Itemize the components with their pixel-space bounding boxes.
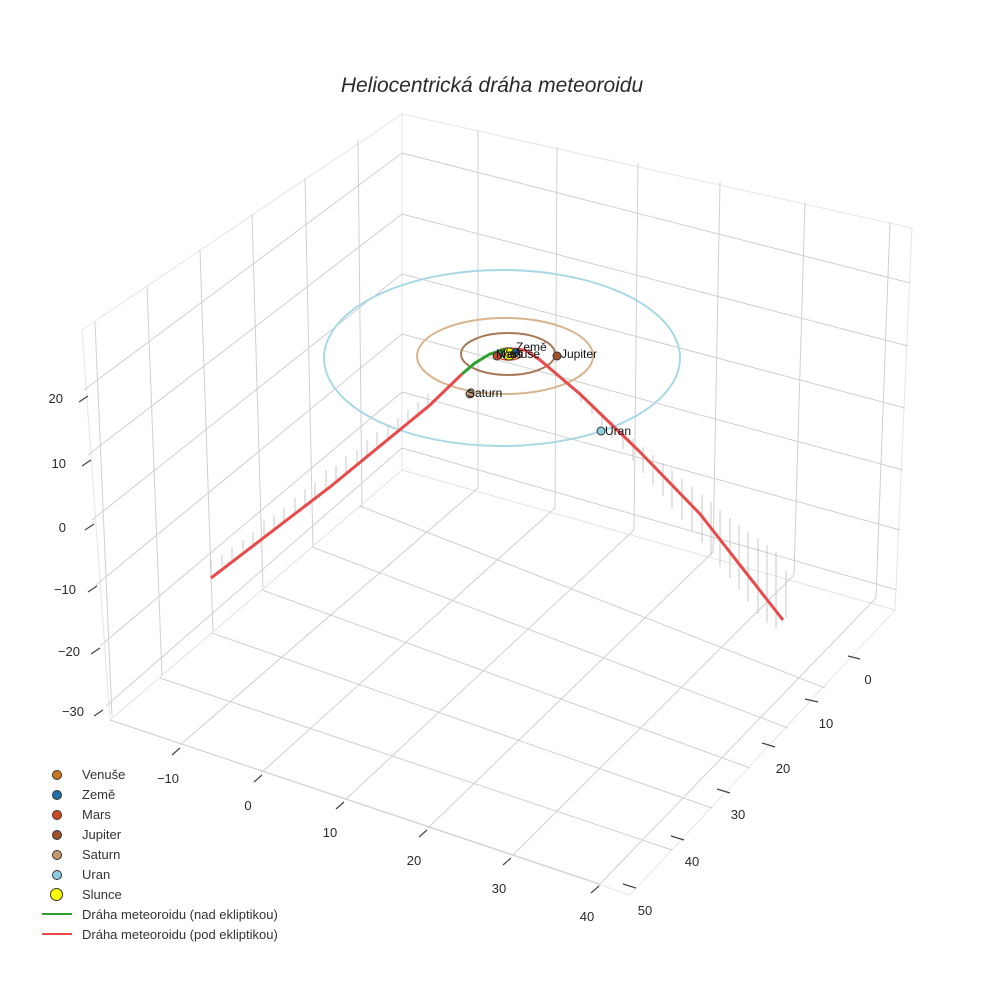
y-tick-label: 40 <box>685 854 699 869</box>
label-venuse: Venuše <box>500 347 540 361</box>
right-wall-grid <box>401 113 913 611</box>
legend-label: Venuše <box>82 766 126 782</box>
floor-grid <box>109 469 896 896</box>
venuse-marker-icon <box>52 770 62 780</box>
zeme-marker-icon <box>52 790 62 800</box>
legend-label: Saturn <box>82 846 121 862</box>
legend-item-uran[interactable]: Uran <box>38 864 278 884</box>
z-tick-label: 20 <box>49 391 63 406</box>
label-zeme: Země <box>516 340 547 354</box>
path-below-right <box>511 347 785 621</box>
legend-label: Dráha meteoroidu (nad ekliptikou) <box>82 906 278 922</box>
legend-label: Země <box>82 786 116 802</box>
legend-item-saturn[interactable]: Saturn <box>38 844 278 864</box>
legend-label: Mars <box>82 806 111 822</box>
z-tick-label: −20 <box>58 644 80 659</box>
label-uran: Uran <box>605 424 631 438</box>
orbit-uran <box>323 269 681 447</box>
legend-item-path-below[interactable]: Dráha meteoroidu (pod ekliptikou) <box>38 924 278 944</box>
legend-item-zeme[interactable]: Země <box>38 784 278 804</box>
legend-item-slunce[interactable]: Slunce <box>38 884 278 904</box>
z-tick-label: 0 <box>59 520 66 535</box>
uran-marker-icon <box>52 870 62 880</box>
y-tick-label: 0 <box>864 672 871 687</box>
planets: Země Venuše Mars Jupiter Saturn Uran <box>465 340 631 438</box>
legend-label: Slunce <box>82 886 122 902</box>
saturn-marker-icon <box>52 850 62 860</box>
red-line-icon <box>42 933 72 935</box>
x-tick-label: 30 <box>492 881 506 896</box>
marker-uran <box>596 426 606 436</box>
x-tick-label: 0 <box>244 798 251 813</box>
label-mars: Mars <box>496 347 523 361</box>
green-line-icon <box>42 913 72 915</box>
y-tick-label: 30 <box>731 807 745 822</box>
y-tick-label: 20 <box>776 761 790 776</box>
drop-lines <box>210 394 787 628</box>
x-tick-label: 10 <box>323 825 337 840</box>
y-tick-label: 50 <box>638 903 652 918</box>
x-axis: −10 0 10 20 30 40 <box>157 747 600 924</box>
z-tick-label: −10 <box>54 582 76 597</box>
x-tick-label: 20 <box>407 853 421 868</box>
marker-mars <box>492 351 502 361</box>
chart-title: Heliocentrická dráha meteoroidu <box>340 74 644 97</box>
z-tick-label: 10 <box>52 456 66 471</box>
legend: Venuše Země Mars Jupiter Saturn Uran Slu… <box>38 764 278 944</box>
marker-jupiter <box>552 351 562 361</box>
y-axis: 0 10 20 30 40 50 <box>622 655 872 918</box>
z-tick-label: −30 <box>62 704 84 719</box>
y-tick-label: 10 <box>819 716 833 731</box>
label-jupiter: Jupiter <box>561 347 597 361</box>
legend-item-path-above[interactable]: Dráha meteoroidu (nad ekliptikou) <box>38 904 278 924</box>
jupiter-marker-icon <box>52 830 62 840</box>
mars-marker-icon <box>52 810 62 820</box>
x-tick-label: −10 <box>157 771 179 786</box>
label-saturn: Saturn <box>467 386 502 400</box>
left-wall-grid <box>81 113 403 722</box>
marker-zeme <box>512 348 520 356</box>
legend-label: Dráha meteoroidu (pod ekliptikou) <box>82 926 278 942</box>
legend-label: Uran <box>82 866 111 882</box>
slunce-marker-icon <box>50 888 63 901</box>
marker-saturn <box>465 389 475 399</box>
legend-item-jupiter[interactable]: Jupiter <box>38 824 278 844</box>
x-tick-label: 40 <box>580 909 594 924</box>
z-axis: 20 10 0 −10 −20 −30 <box>49 391 104 719</box>
orbit-saturn <box>416 317 594 395</box>
legend-item-venuse[interactable]: Venuše <box>38 764 278 784</box>
legend-label: Jupiter <box>82 826 122 842</box>
legend-item-mars[interactable]: Mars <box>38 804 278 824</box>
path-below-left <box>210 372 464 580</box>
